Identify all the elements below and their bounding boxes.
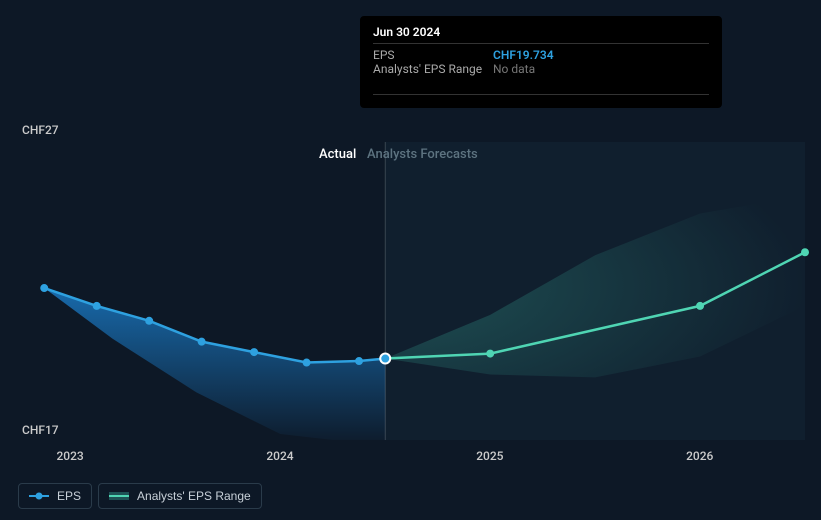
x-axis-label-3: 2026 xyxy=(686,449,713,463)
legend-item-label: Analysts' EPS Range xyxy=(137,489,251,503)
tooltip-row-value: CHF19.734 xyxy=(493,48,554,62)
x-axis-label-1: 2024 xyxy=(266,449,293,463)
tooltip-row-label: Analysts' EPS Range xyxy=(373,62,493,76)
tooltip-date: Jun 30 2024 xyxy=(373,25,709,39)
hover-tooltip: Jun 30 2024 EPS CHF19.734 Analysts' EPS … xyxy=(360,16,722,108)
annotation-forecast: Analysts Forecasts xyxy=(367,147,478,162)
legend-item-range[interactable]: Analysts' EPS Range xyxy=(98,483,262,509)
tooltip-row-range: Analysts' EPS Range No data xyxy=(373,62,709,76)
tooltip-row-label: EPS xyxy=(373,48,493,62)
x-axis-label-2: 2025 xyxy=(476,449,503,463)
tooltip-row-eps: EPS CHF19.734 xyxy=(373,48,709,62)
x-axis-label-0: 2023 xyxy=(56,449,83,463)
range-swatch-icon xyxy=(109,491,129,501)
legend-item-eps[interactable]: EPS xyxy=(18,483,92,509)
tooltip-row-value: No data xyxy=(493,62,535,76)
legend: EPS Analysts' EPS Range xyxy=(18,483,262,509)
eps-swatch-icon xyxy=(29,491,49,501)
eps-forecast-chart: CHF27 CHF17 2023 2024 2025 2026 Actual A… xyxy=(0,0,821,520)
y-axis-label-min: CHF17 xyxy=(22,423,59,437)
y-axis-label-max: CHF27 xyxy=(22,123,59,137)
annotation-actual: Actual xyxy=(319,147,356,162)
legend-item-label: EPS xyxy=(57,489,81,503)
tooltip-divider xyxy=(373,43,709,44)
tooltip-divider xyxy=(373,94,709,95)
